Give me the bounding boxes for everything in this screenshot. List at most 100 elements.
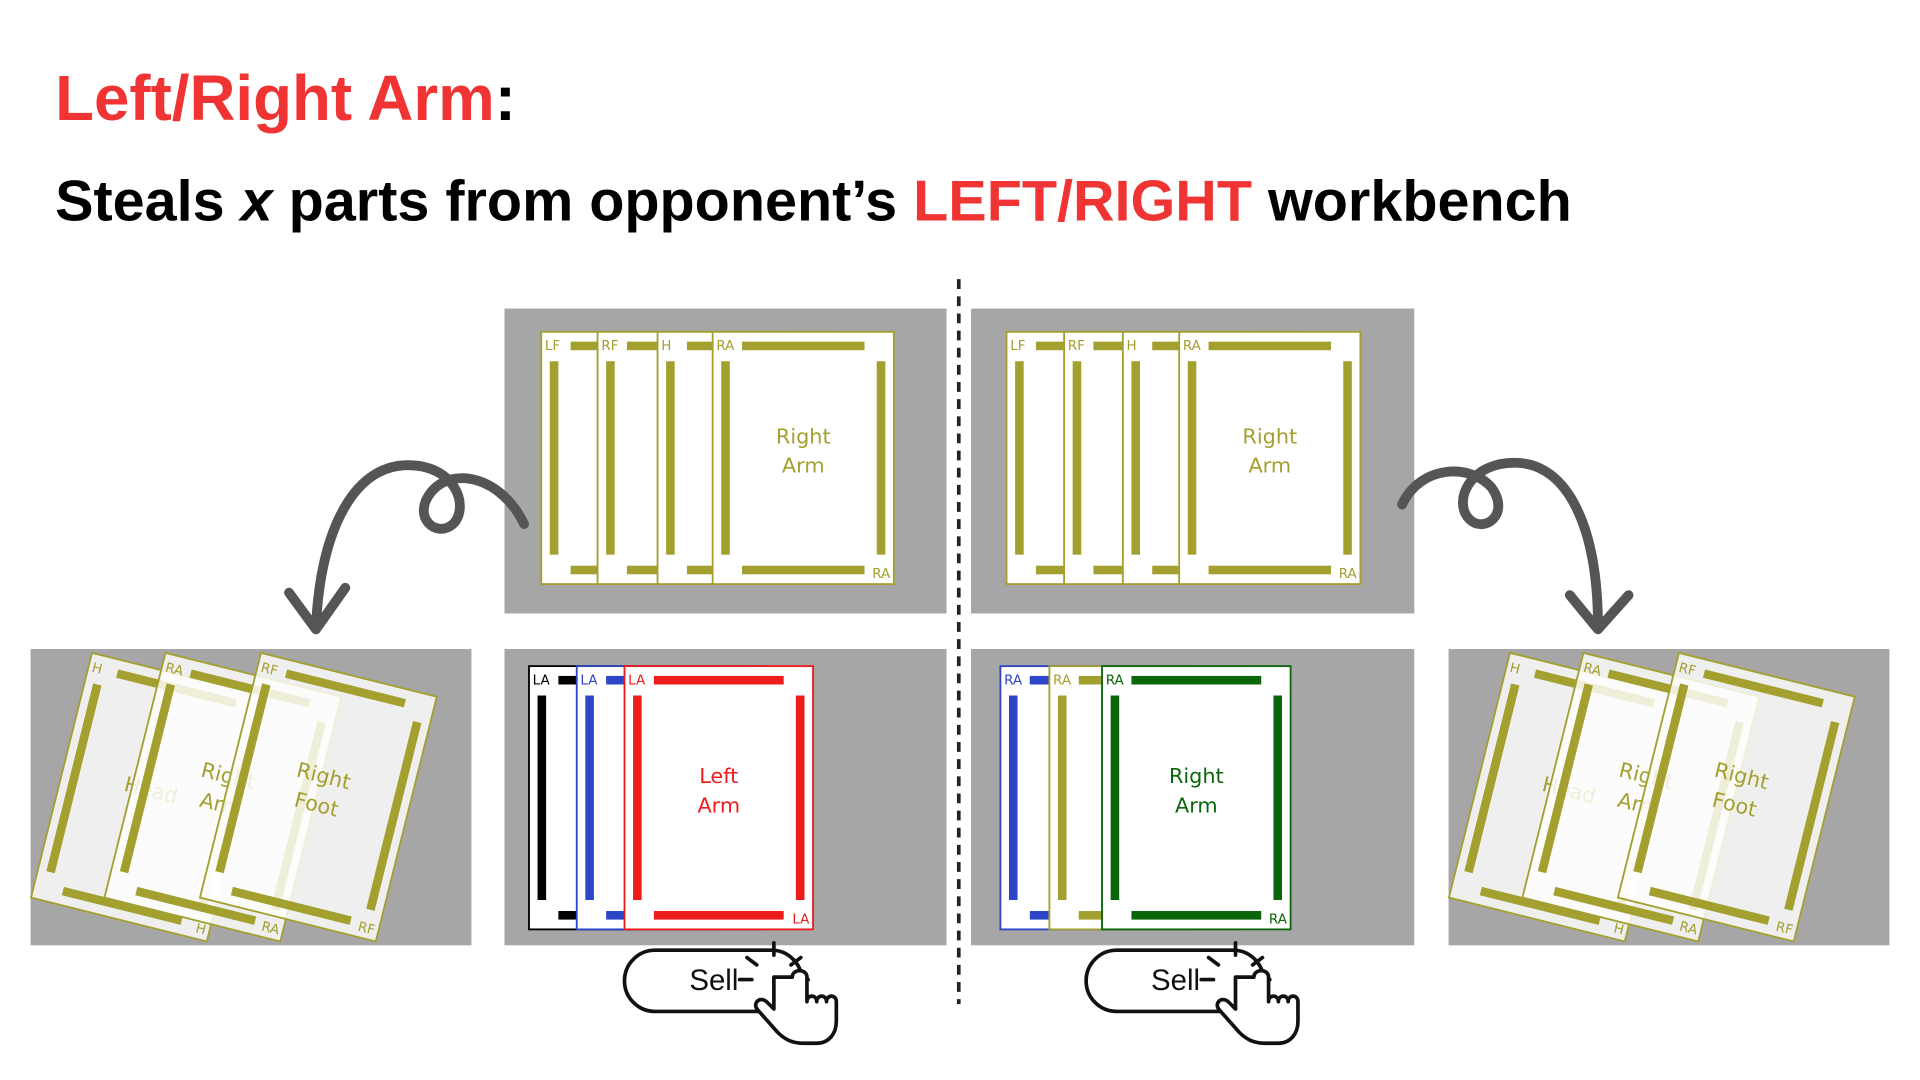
subtitle-text: Steals (55, 169, 241, 233)
click-cursor (737, 941, 839, 1046)
card-tag: RA (1269, 912, 1288, 927)
card-bar (1648, 886, 1770, 925)
card-bar (1784, 721, 1840, 911)
arrow-head (284, 582, 351, 635)
card-bar (585, 695, 594, 900)
sell-buttons: Sell Sell (622, 941, 1300, 1046)
card-bar (1131, 675, 1262, 685)
subtitle-variable: x (238, 169, 275, 233)
card-name: Right (1242, 424, 1297, 448)
card-tag: RA (1106, 673, 1125, 688)
card-tag: LA (580, 673, 598, 688)
card-tag: RA (872, 567, 891, 582)
card-bar (1273, 695, 1283, 900)
steal-arrow (311, 460, 529, 632)
card-face (623, 665, 814, 931)
card-bar (653, 675, 784, 685)
part-card: LA LA Left Arm (623, 665, 814, 931)
card-face (711, 330, 895, 585)
card-bar (1015, 361, 1024, 555)
card-bar (1208, 341, 1332, 351)
card-tag: LA (533, 673, 551, 688)
card-tag: RA (716, 339, 735, 354)
card-bar (1131, 361, 1140, 555)
card-tag: H (1612, 921, 1625, 938)
card-tag: RA (164, 661, 186, 680)
title: Left/Right Arm: (55, 63, 516, 134)
subtitle-text: parts from opponent’s (273, 169, 914, 233)
card-tag: LF (545, 339, 560, 354)
card-name: Right (1169, 764, 1224, 788)
card-bar (1464, 683, 1520, 874)
workbench: LFLFRFRFHHRARARightArm (504, 308, 947, 614)
click-cursor (1199, 941, 1300, 1046)
card-bar (795, 695, 805, 900)
card-bar (61, 886, 183, 925)
card-bar (1702, 669, 1824, 708)
card-tag: H (1127, 339, 1137, 354)
card-bar (1537, 683, 1593, 874)
card-tag: RA (260, 920, 282, 939)
hand (1215, 968, 1300, 1046)
card-tag: RA (1339, 567, 1358, 582)
card-tag: RA (1183, 339, 1202, 354)
card-tag: RF (356, 920, 376, 939)
card-tag: RA (1678, 920, 1700, 939)
hand (753, 968, 839, 1046)
card-bar (1633, 683, 1689, 874)
card-name: Arm (782, 454, 825, 478)
card-bar (1008, 695, 1018, 900)
card-tag: RA (1582, 661, 1604, 680)
card-bar (742, 565, 865, 575)
sell-button[interactable]: Sell (622, 941, 839, 1046)
card-bar (1131, 911, 1262, 920)
card-bar (666, 361, 675, 555)
card-tag: RF (1068, 339, 1085, 354)
card-tag: RF (259, 661, 279, 680)
card-bar (1553, 886, 1675, 925)
part-card: RA RA Right Arm (1101, 665, 1292, 931)
card-tag: RA (1053, 673, 1072, 688)
card-bar (653, 911, 784, 920)
card-bar (366, 721, 422, 911)
workbench: LALALALALALALeftArm (504, 648, 947, 946)
card-bar (285, 669, 406, 708)
card-name: Right (776, 424, 831, 448)
card-bar (549, 361, 559, 555)
card-name: Arm (697, 793, 740, 817)
sell-label[interactable]: Sell (689, 964, 738, 997)
title-colon: : (495, 63, 516, 134)
card-bar (215, 683, 271, 874)
part-card: RA RA Right Arm (1178, 330, 1362, 585)
card-bar (230, 886, 352, 925)
card-bar (876, 361, 886, 555)
card-tag: LA (628, 673, 646, 688)
card-bar (46, 683, 102, 874)
card-tag: H (90, 661, 103, 678)
card-tag: RF (1774, 920, 1794, 939)
card-tag: H (1508, 661, 1521, 678)
card-tag: RF (601, 339, 618, 354)
title-text: Left/Right Arm (55, 63, 495, 134)
card-bar (606, 361, 615, 555)
workbench: LFLFRFRFHHRARARightArm (971, 308, 1415, 614)
card-bar (721, 361, 730, 555)
subtitle: Steals x parts from opponent’s LEFT/RIGH… (55, 169, 1572, 233)
click-rays (737, 941, 810, 982)
card-name: Arm (1248, 454, 1291, 478)
card-tag: H (194, 921, 207, 938)
sell-button[interactable]: Sell (1084, 941, 1300, 1046)
card-tag: LA (792, 912, 810, 927)
card-bar (742, 341, 865, 351)
card-tag: H (661, 339, 671, 354)
click-rays (1199, 941, 1272, 982)
card-name: Arm (1175, 793, 1218, 817)
workbench: RARARARARARARightArm (971, 648, 1415, 946)
arrow-head (1564, 590, 1634, 635)
card-tag: RA (1004, 673, 1023, 688)
workbench: HHHeadRARARightArmRFRFRightFoot (1447, 648, 1890, 946)
sell-label[interactable]: Sell (1151, 964, 1200, 997)
